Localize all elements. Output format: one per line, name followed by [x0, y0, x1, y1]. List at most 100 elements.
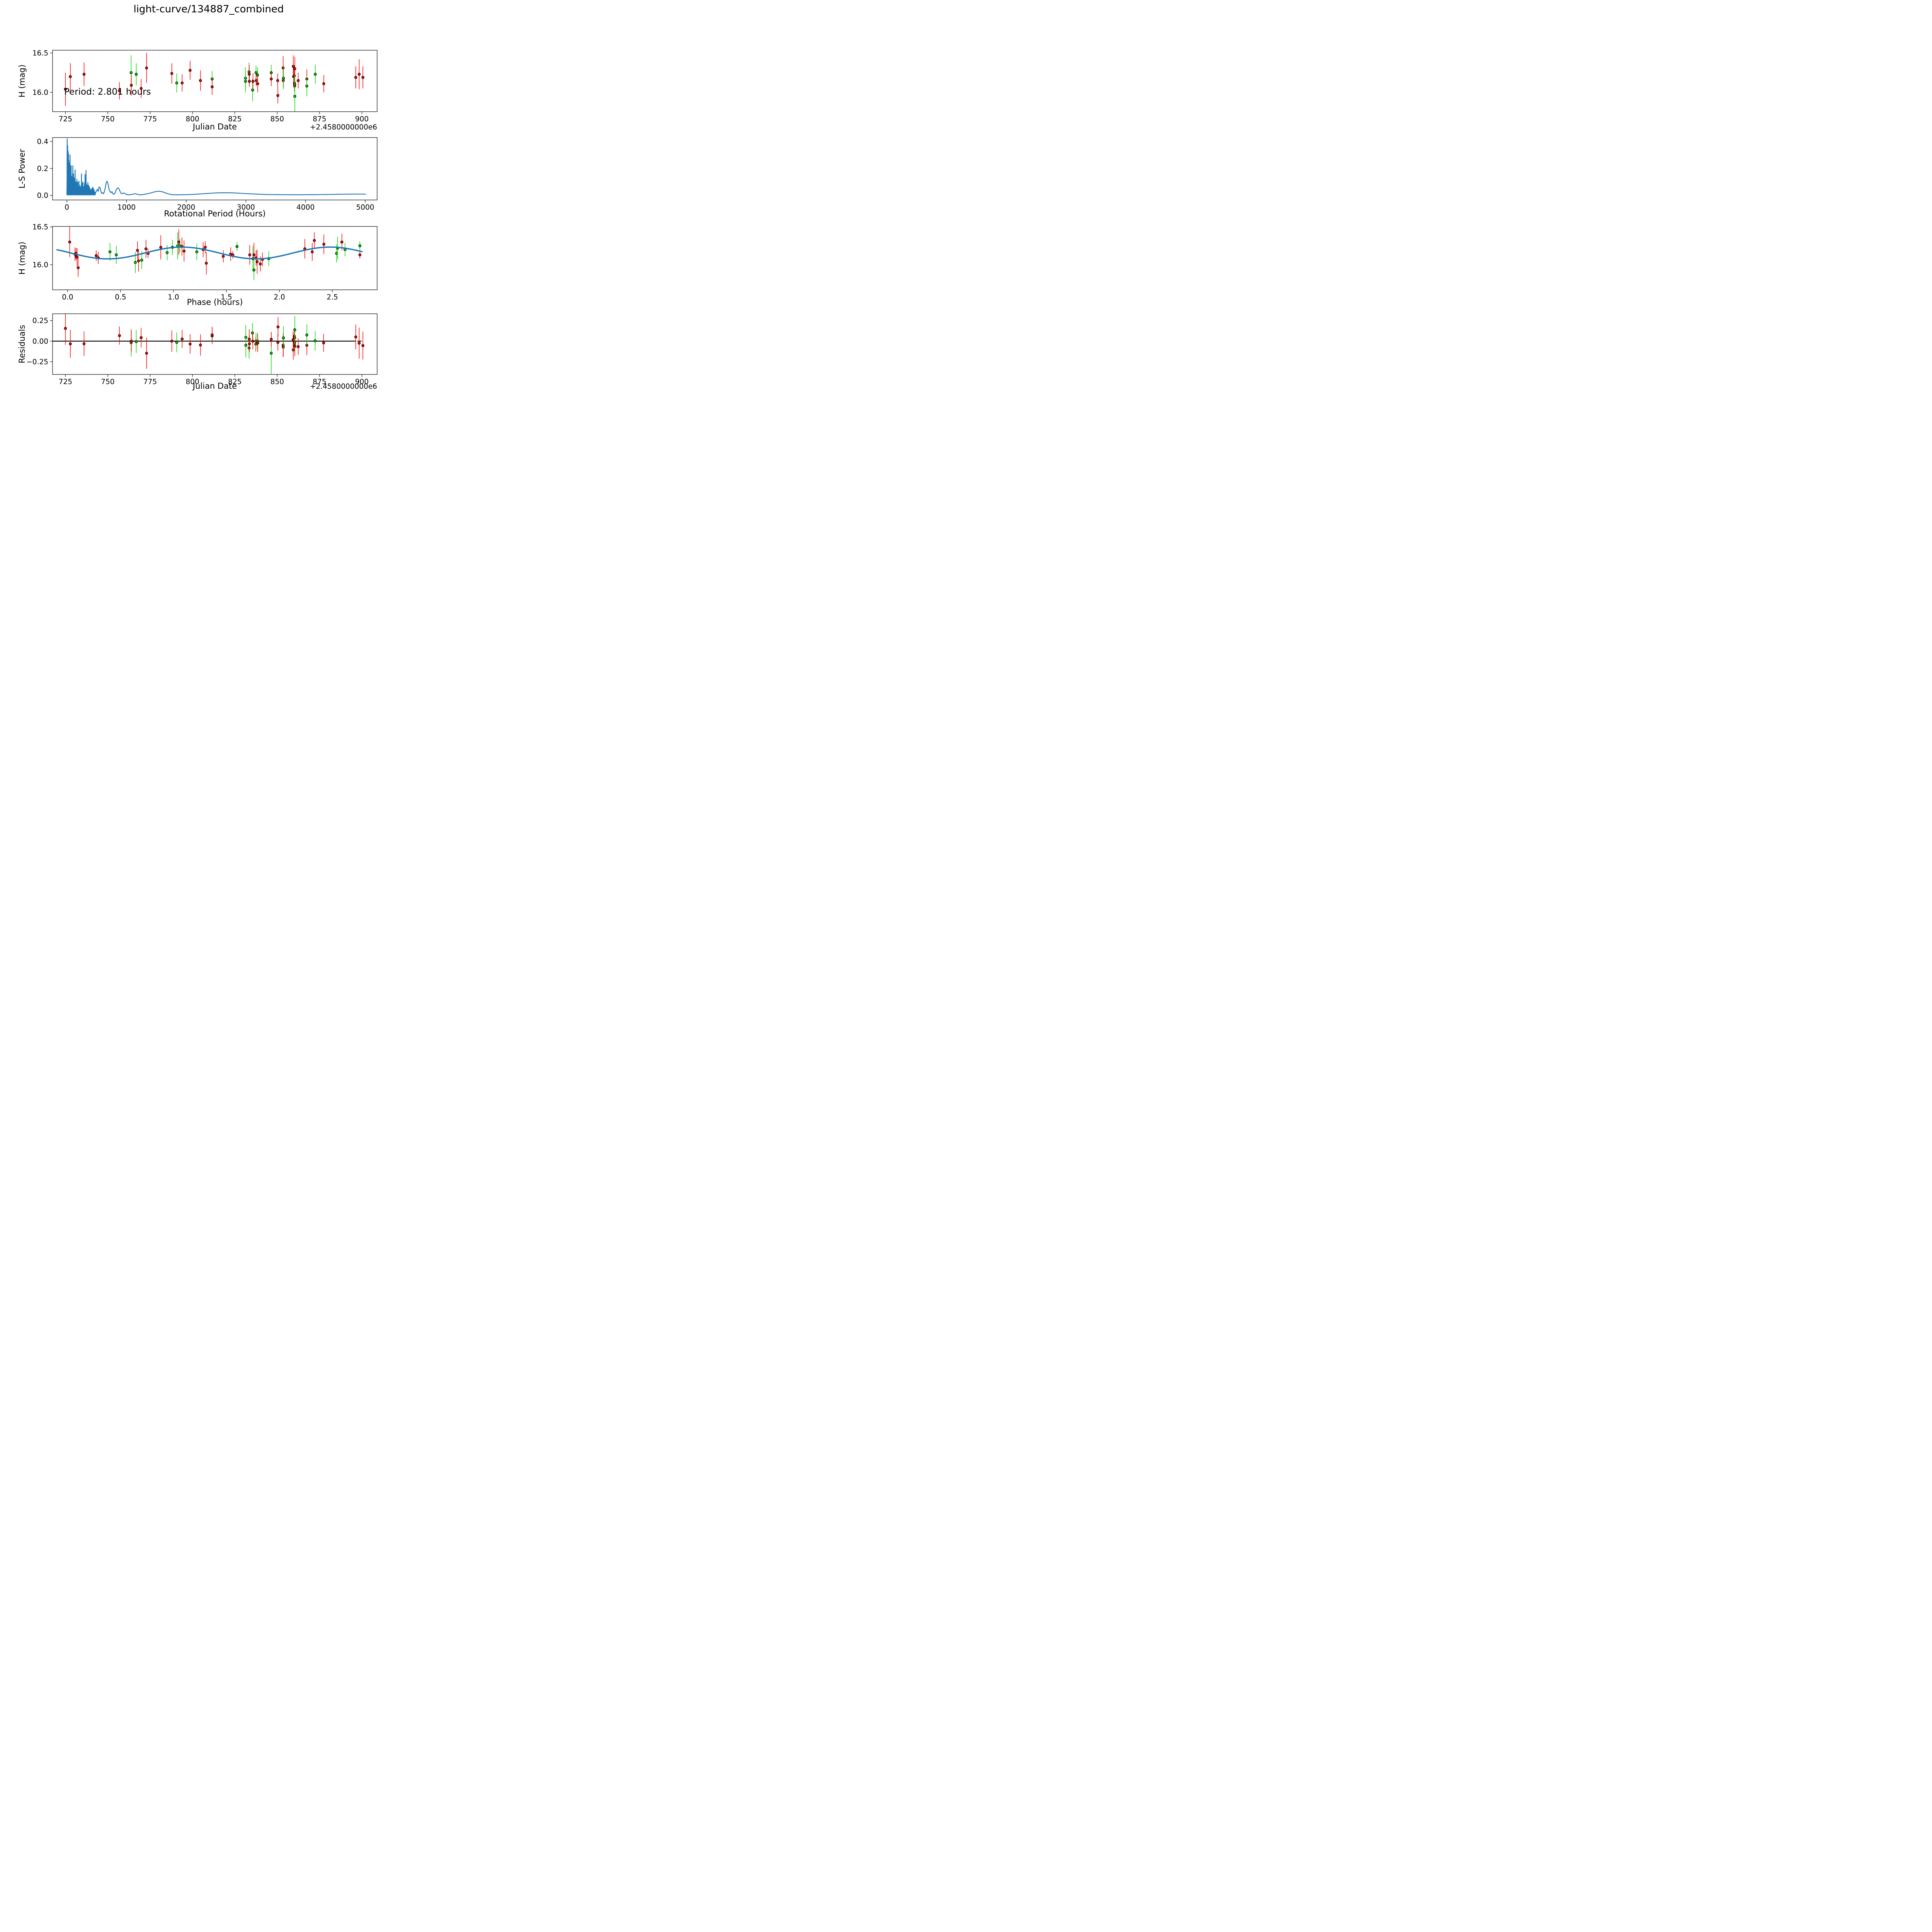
lightcurve-axes: 725 750 775 800 825 850 875 900 16.0 16.5 [32, 49, 378, 123]
panel-phase: 0.0 0.5 1.0 1.5 2.0 2.5 16.0 16.5 H (mag) Phase… [17, 223, 378, 307]
residuals-ylabel: Residuals [17, 325, 27, 364]
data-point [115, 246, 118, 264]
x-tick-label: 900 [355, 115, 369, 123]
marker [68, 240, 71, 244]
data-point [189, 334, 192, 354]
x-tick-label: 0 [65, 204, 69, 212]
spines [52, 226, 378, 290]
data-point [322, 234, 325, 254]
data-point [175, 332, 179, 352]
data-point [322, 333, 325, 352]
marker [205, 262, 208, 265]
data-point [361, 332, 364, 360]
data-point [244, 70, 247, 93]
data-point [139, 328, 143, 348]
data-point [204, 241, 207, 253]
marker [255, 79, 258, 82]
data-point [313, 232, 316, 249]
marker [354, 76, 357, 79]
data-point [256, 334, 259, 352]
marker [177, 240, 180, 244]
data-point [296, 73, 300, 88]
marker [134, 340, 138, 343]
data-point [248, 335, 251, 352]
marker [296, 79, 300, 82]
data-point [64, 73, 67, 106]
phase-axes: 0.0 0.5 1.0 1.5 2.0 2.5 16.0 16.5 [32, 223, 378, 301]
y-tick-label: 16.0 [32, 89, 48, 97]
marker [170, 72, 173, 75]
phase-xlabel: Phase (hours) [187, 298, 243, 307]
marker [69, 75, 72, 78]
marker [130, 83, 133, 87]
data-point [134, 330, 138, 353]
marker [170, 340, 173, 343]
marker [313, 339, 317, 342]
lightcurve-xlabel: Julian Date [192, 122, 237, 131]
marker [251, 340, 254, 343]
marker [195, 250, 199, 253]
periodogram-axes: 0 1000 2000 3000 4000 5000 0.0 0.2 0.4 [37, 137, 378, 212]
marker [361, 76, 364, 79]
data-point [139, 79, 143, 98]
marker [144, 247, 148, 250]
data-point [170, 63, 173, 84]
marker [358, 253, 362, 257]
data-point [229, 247, 232, 261]
data-point [180, 74, 184, 92]
data-point [165, 245, 169, 260]
data-point [305, 76, 308, 97]
marker [69, 342, 72, 345]
marker [276, 79, 279, 82]
marker [296, 345, 300, 348]
data-point [282, 67, 285, 89]
data-point [296, 338, 300, 355]
periodogram-data [66, 138, 366, 196]
marker [77, 266, 80, 269]
data-point [235, 242, 239, 251]
marker [256, 341, 259, 345]
marker [248, 73, 251, 76]
marker [322, 341, 325, 345]
x-tick-label: 4000 [296, 204, 315, 212]
panel-lightcurve: 725 750 775 800 825 850 875 900 16.0 16.5 Period:… [17, 49, 378, 131]
marker [137, 259, 140, 262]
marker [256, 82, 259, 85]
data-point [69, 330, 72, 358]
phase-data [56, 227, 363, 280]
data-point [276, 73, 279, 88]
x-tick-label: 2.5 [327, 293, 338, 301]
data-point [130, 75, 133, 96]
data-point [311, 243, 314, 261]
spines [52, 313, 378, 375]
marker [292, 348, 295, 352]
residuals-data [53, 314, 365, 374]
marker [129, 71, 133, 74]
marker [292, 65, 295, 68]
marker [199, 79, 202, 82]
marker [211, 333, 214, 337]
marker [322, 243, 325, 246]
marker [293, 67, 296, 70]
marker [175, 341, 179, 344]
marker [255, 260, 259, 263]
y-tick-label: 0.2 [37, 165, 48, 173]
data-point [354, 66, 357, 88]
marker [118, 334, 121, 337]
data-point [222, 250, 225, 263]
data-point [270, 72, 273, 86]
marker [305, 84, 308, 88]
data-point [211, 327, 214, 343]
data-point [314, 65, 317, 84]
data-point [276, 317, 280, 337]
data-point [205, 252, 208, 275]
data-point [159, 235, 162, 260]
data-point [108, 243, 112, 261]
marker [115, 253, 118, 257]
marker [139, 336, 143, 339]
marker [361, 344, 364, 347]
data-point [248, 76, 251, 87]
marker [251, 80, 255, 83]
marker [211, 85, 214, 88]
figure-title: light-curve/134887_combined [133, 3, 284, 15]
